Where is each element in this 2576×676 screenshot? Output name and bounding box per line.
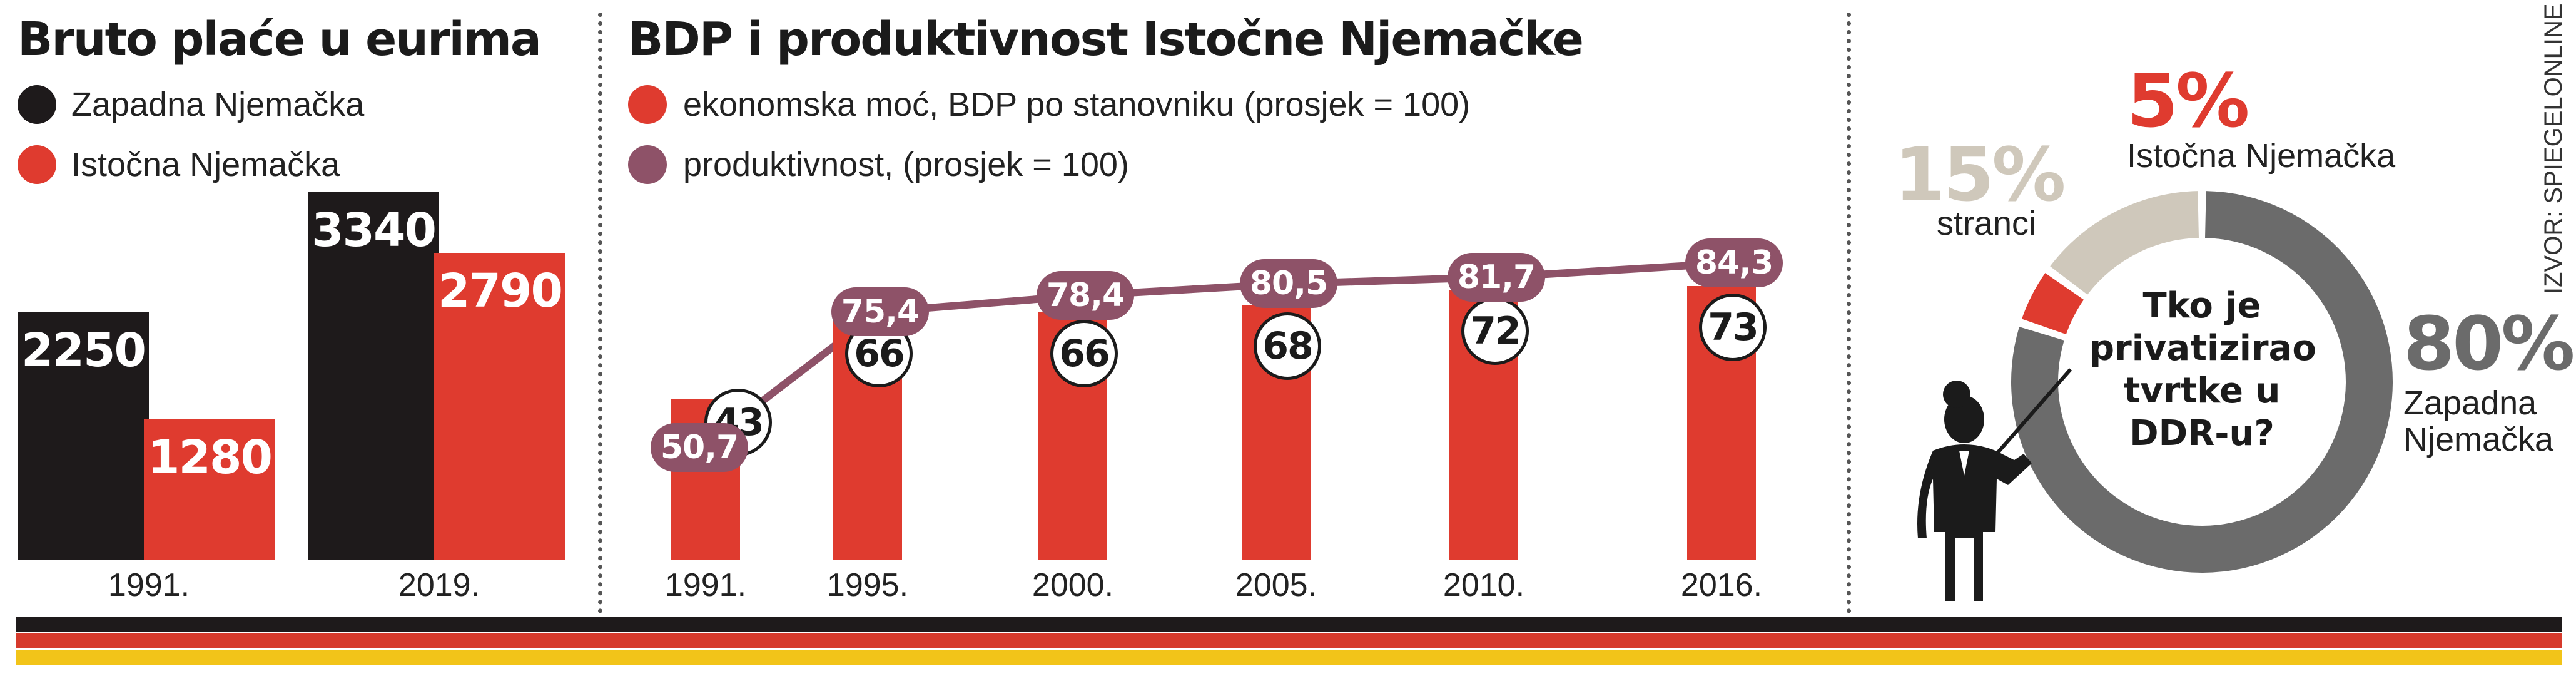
donut-pct-foreign: 15%: [1894, 131, 2066, 218]
donut-slice-2: [2050, 191, 2199, 295]
wage-value-east-0: 1280: [148, 430, 273, 484]
legend-dot-east: [18, 145, 56, 184]
donut-pct-east: 5%: [2127, 58, 2249, 144]
wage-value-west-1: 3340: [312, 203, 437, 258]
productivity-value-4: 81,7: [1448, 252, 1545, 302]
flag-stripe-red: [16, 633, 2562, 648]
wage-bar-east-1: [434, 252, 565, 560]
legend-dot-west: [18, 85, 56, 124]
divider-2: [1847, 13, 1851, 613]
productivity-value-2: 78,4: [1037, 270, 1134, 320]
gdp-tick-0: 1991.: [664, 567, 747, 603]
divider-1: [598, 13, 602, 613]
flag-stripe-gold: [16, 650, 2562, 665]
legend-label-productivity: produktivnost, (prosjek = 100): [683, 146, 1129, 183]
wage-bar-west-1: [308, 192, 439, 560]
productivity-value-3: 80,5: [1240, 259, 1337, 309]
donut-slice-1: [2022, 273, 2084, 335]
gdp-value-4: 72: [1461, 297, 1529, 365]
productivity-value-0: 50,7: [651, 423, 748, 472]
gdp-tick-1: 1995.: [826, 567, 909, 603]
legend-label-gdp: ekonomska moć, BDP po stanovniku (prosje…: [683, 86, 1471, 123]
flag-stripe-black: [16, 617, 2562, 632]
donut-label-foreign: stranci: [1937, 205, 2037, 242]
donut-center-question: Tko je privatizirao tvrtke u DDR-u?: [2089, 285, 2316, 454]
legend-label-west: Zapadna Njemačka: [71, 86, 365, 123]
teacher-pointer-icon: [1917, 368, 2072, 601]
wage-bar-east-0: [144, 419, 275, 560]
gdp-value-5: 73: [1699, 294, 1767, 361]
donut-label-east: Istočna Njemačka: [2127, 137, 2396, 175]
gdp-tick-2: 2000.: [1032, 567, 1114, 603]
panel2-title: BDP i produktivnost Istočne Njemačke: [628, 13, 1584, 66]
donut-pct-west: 80%: [2403, 300, 2575, 387]
legend-dot-productivity: [628, 145, 667, 184]
donut-label-west: Zapadna Njemačka: [2403, 384, 2554, 458]
gdp-tick-3: 2005.: [1235, 567, 1317, 603]
source-label: IZVOR: SPIEGELONLINE: [2540, 3, 2567, 294]
wage-tick-0: 1991.: [108, 567, 190, 603]
wage-tick-1: 2019.: [398, 567, 480, 603]
privatization-donut: [2011, 191, 2393, 573]
wage-bar-west-0: [18, 312, 149, 560]
wage-value-east-1: 2790: [438, 264, 563, 318]
gdp-value-3: 68: [1254, 312, 1321, 380]
productivity-value-5: 84,3: [1685, 238, 1783, 287]
gdp-tick-5: 2016.: [1680, 567, 1763, 603]
gdp-tick-4: 2010.: [1443, 567, 1525, 603]
gdp-value-2: 66: [1050, 320, 1118, 387]
productivity-value-1: 75,4: [831, 287, 929, 337]
legend-dot-gdp: [628, 85, 667, 124]
panel1-title: Bruto plaće u eurima: [18, 13, 542, 66]
wage-value-west-0: 2250: [21, 324, 146, 377]
legend-label-east: Istočna Njemačka: [71, 146, 340, 183]
